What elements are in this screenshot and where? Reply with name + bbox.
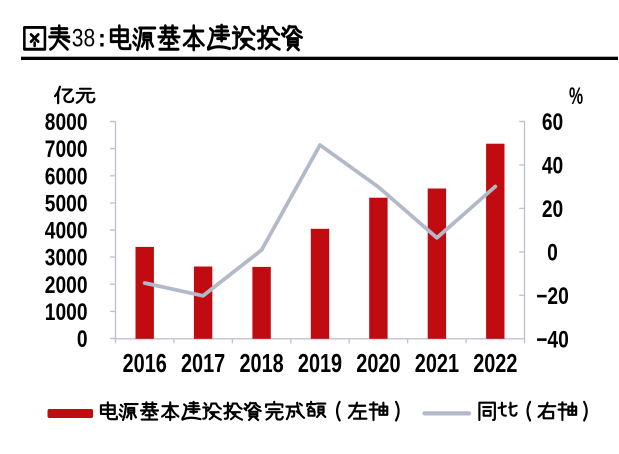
svg-text:2022: 2022 — [473, 349, 517, 378]
svg-text:3000: 3000 — [45, 244, 88, 272]
svg-text:8000: 8000 — [45, 108, 88, 136]
svg-text:2021: 2021 — [415, 349, 459, 378]
svg-text:1000: 1000 — [45, 298, 88, 326]
svg-text:2019: 2019 — [298, 349, 342, 378]
svg-text:60: 60 — [542, 108, 563, 136]
svg-text:7000: 7000 — [45, 135, 88, 163]
svg-text:0: 0 — [77, 325, 88, 353]
svg-text:38: 38 — [72, 24, 95, 52]
svg-text:2020: 2020 — [356, 349, 400, 378]
svg-text:4000: 4000 — [45, 217, 88, 245]
svg-text:20: 20 — [542, 195, 563, 223]
svg-text:2000: 2000 — [45, 271, 88, 299]
svg-text:%: % — [569, 84, 583, 110]
svg-text:−40: −40 — [536, 325, 569, 353]
svg-text:5000: 5000 — [45, 189, 88, 217]
svg-text:40: 40 — [542, 151, 563, 179]
svg-text:6000: 6000 — [45, 162, 88, 190]
svg-text:2018: 2018 — [239, 349, 283, 378]
svg-text:2016: 2016 — [123, 349, 167, 378]
svg-text:0: 0 — [547, 238, 558, 266]
svg-text::: : — [98, 25, 106, 53]
svg-text:2017: 2017 — [181, 349, 225, 378]
svg-text:−20: −20 — [536, 282, 569, 310]
